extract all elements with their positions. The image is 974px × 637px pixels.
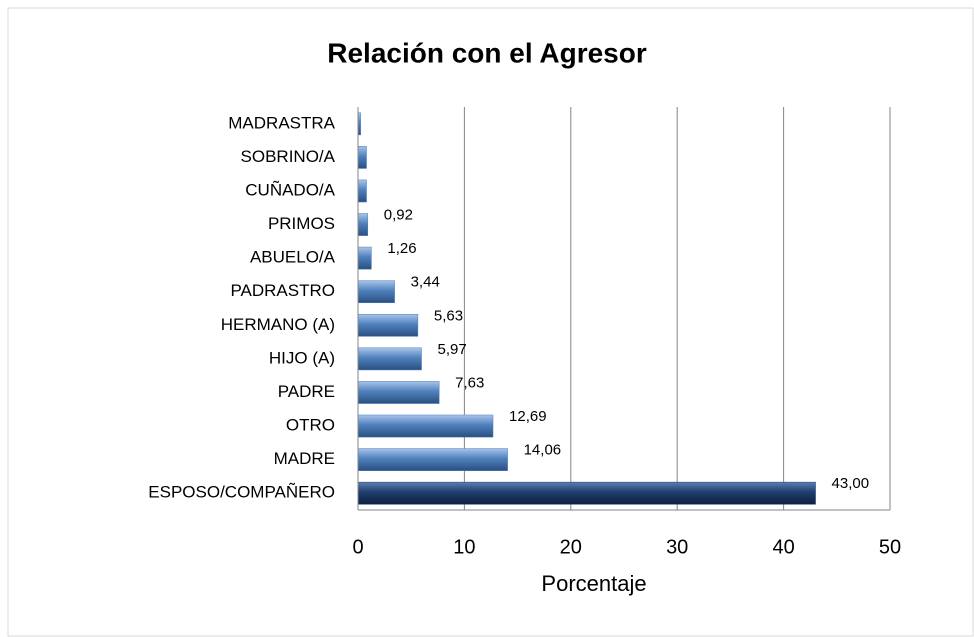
x-tick-label: 0 [352, 536, 363, 558]
chart-title: Relación con el Agresor [327, 37, 647, 68]
value-label: 12,69 [509, 408, 547, 425]
value-label: 3,44 [411, 274, 440, 291]
chart-frame [7, 7, 974, 637]
bar [357, 347, 422, 371]
bar [357, 179, 367, 203]
y-tick-label: SOBRINO/A [241, 147, 336, 166]
value-label: 1,26 [387, 240, 416, 257]
y-tick-label: ESPOSO/COMPAÑERO [148, 483, 335, 502]
y-tick-label: PADRASTRO [230, 281, 335, 300]
y-tick-label: OTRO [286, 416, 335, 435]
bar [357, 381, 440, 404]
y-tick-label: ABUELO/A [250, 248, 336, 267]
bar [357, 280, 395, 304]
x-tick-label: 40 [772, 536, 794, 558]
y-tick-label: PRIMOS [268, 214, 335, 233]
y-tick-label: HIJO (A) [269, 348, 335, 367]
bar [357, 313, 419, 337]
bar [357, 213, 369, 236]
bar [357, 448, 508, 471]
value-label: 5,97 [438, 341, 467, 358]
x-tick-label: 30 [666, 536, 688, 558]
y-tick-label: MADRASTRA [228, 113, 335, 132]
x-tick-label: 50 [879, 536, 901, 558]
y-tick-label: HERMANO (A) [221, 315, 335, 334]
value-label: 14,06 [524, 442, 562, 459]
value-label: 43,00 [832, 475, 870, 492]
value-label: 0,92 [384, 207, 413, 224]
value-label: 5,63 [434, 307, 463, 324]
y-tick-label: MADRE [274, 449, 335, 468]
x-axis-label: Porcentaje [541, 571, 646, 596]
bar [357, 246, 372, 270]
bar [357, 481, 816, 505]
y-tick-label: PADRE [278, 382, 335, 401]
bar [357, 414, 494, 438]
x-tick-label: 20 [560, 536, 582, 558]
x-tick-label: 10 [453, 536, 475, 558]
value-label: 7,63 [455, 374, 484, 391]
y-tick-label: CUÑADO/A [245, 180, 335, 199]
bar [357, 146, 367, 169]
